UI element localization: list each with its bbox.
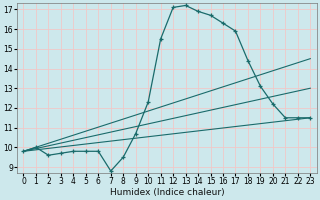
X-axis label: Humidex (Indice chaleur): Humidex (Indice chaleur) <box>109 188 224 197</box>
